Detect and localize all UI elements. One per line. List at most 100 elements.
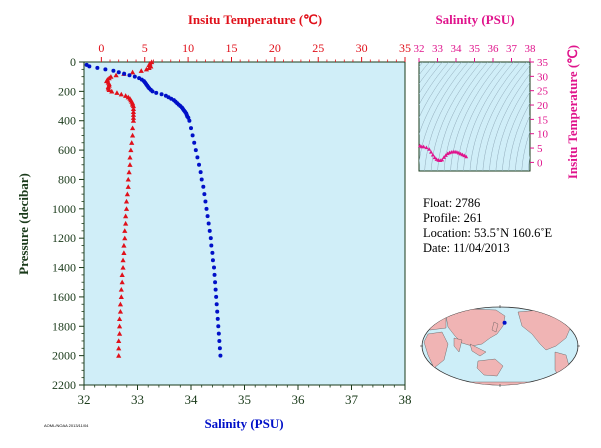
temperature-point: [118, 91, 124, 97]
density-contour: [437, 62, 488, 171]
temperature-point: [129, 125, 136, 131]
temperature-point: [118, 294, 124, 299]
temperature-point: [116, 316, 123, 322]
salinity-point: [193, 148, 198, 153]
density-contour: [419, 62, 463, 136]
temperature-point: [128, 147, 134, 153]
temperature-point: [130, 115, 137, 120]
ts-salinity-tick-label: 37: [506, 43, 518, 55]
salinity-point: [202, 192, 207, 197]
density-contour: [502, 91, 530, 171]
temperature-point: [123, 220, 129, 226]
salinity-point: [213, 280, 218, 285]
ts-point: [441, 155, 446, 159]
temperature-point: [125, 184, 131, 189]
salinity-tick-label: 36: [292, 392, 306, 407]
salinity-point: [203, 199, 208, 204]
salinity-point: [189, 126, 193, 131]
pressure-axis-title: Pressure (decibar): [16, 173, 31, 275]
salinity-point: [195, 155, 200, 160]
temperature-point: [113, 72, 119, 78]
temperature-point: [109, 88, 115, 94]
temperature-series: [103, 59, 155, 358]
ts-salinity-tick-label: 38: [525, 43, 537, 55]
salinity-point: [95, 65, 100, 70]
temperature-point: [117, 308, 124, 314]
salinity-axis: 32 33 34 35 36 37 38: [78, 385, 412, 407]
density-contour: [515, 115, 530, 171]
float-number: Float: 2786: [423, 196, 481, 210]
pressure-tick-label: 0: [70, 55, 76, 69]
ts-point: [464, 154, 469, 159]
salinity-point: [209, 243, 214, 248]
density-contour: [495, 82, 530, 171]
salinity-point: [215, 316, 220, 321]
density-contour: [419, 62, 469, 165]
temperature-point: [122, 235, 128, 241]
temperature-point: [130, 109, 137, 114]
temperature-point: [116, 353, 122, 358]
temperature-point: [122, 228, 128, 233]
temperature-point: [129, 132, 136, 138]
salinity-axis-title: Salinity (PSU): [204, 416, 283, 431]
ts-temperature-tick-label: 30: [537, 71, 549, 83]
temperature-tick-label: 10: [182, 41, 194, 55]
pressure-tick-label: 1200: [52, 231, 76, 245]
temperature-point: [126, 169, 132, 175]
salinity-point: [87, 64, 92, 69]
ts-salinity-tick-label: 35: [469, 43, 481, 55]
float-location: Location: 53.5˚N 160.6˚E: [423, 226, 553, 240]
temperature-point: [143, 66, 150, 72]
salinity-point: [217, 338, 222, 343]
profile-plot: 0 5 10 15 20 25 30 35 32 33 34 35 36 37 38 0 200 400 600…: [16, 12, 412, 431]
ts-temperature-tick-label: 35: [537, 57, 549, 69]
ts-salinity-tick-label: 36: [488, 43, 500, 55]
pressure-tick-label: 200: [58, 84, 76, 98]
temperature-point: [114, 90, 120, 95]
temperature-point: [127, 162, 133, 167]
ts-point: [421, 144, 426, 149]
temperature-point: [119, 272, 125, 277]
profile-number: Profile: 261: [423, 211, 483, 225]
map-southeast-asia: [469, 343, 487, 357]
salinity-series: [84, 62, 223, 358]
density-contour: [469, 62, 521, 171]
temperature-tick-label: 25: [312, 41, 324, 55]
map-europe: [425, 315, 447, 331]
density-contour: [521, 130, 530, 171]
salinity-point: [197, 162, 202, 167]
temperature-point: [121, 242, 127, 248]
salinity-tick-label: 37: [345, 392, 359, 407]
temperature-point: [118, 286, 124, 292]
salinity-point: [127, 73, 132, 78]
density-contour: [456, 62, 508, 171]
location-map: [420, 305, 580, 387]
salinity-point: [192, 140, 197, 145]
ts-salinity-tick-label: 32: [414, 43, 425, 55]
map-australia: [476, 358, 504, 377]
salinity-tick-label: 38: [399, 392, 412, 407]
salinity-point: [212, 265, 217, 270]
ts-point: [427, 147, 432, 151]
temperature-point: [130, 112, 137, 117]
map-india: [453, 337, 463, 353]
temperature-point: [129, 140, 135, 145]
ts-point: [430, 152, 435, 157]
temperature-point: [116, 345, 122, 351]
temperature-point: [120, 257, 126, 263]
temperature-point: [124, 191, 130, 197]
salinity-point: [132, 74, 137, 79]
temperature-tick-label: 20: [269, 41, 281, 55]
salinity-point: [159, 92, 164, 97]
salinity-point: [214, 302, 219, 307]
ts-temperature-tick-label: 5: [537, 143, 543, 155]
ts-salinity-axis: 32 33 34 35 36 37 38: [414, 43, 537, 62]
ts-temperature-tick-label: 15: [537, 114, 549, 126]
temperature-point: [116, 323, 123, 329]
temperature-point: [119, 279, 125, 285]
temperature-point: [138, 68, 144, 73]
ts-point: [424, 145, 429, 150]
pressure-tick-label: 1800: [52, 319, 76, 333]
map-africa: [423, 331, 449, 369]
map-asia: [445, 308, 506, 347]
